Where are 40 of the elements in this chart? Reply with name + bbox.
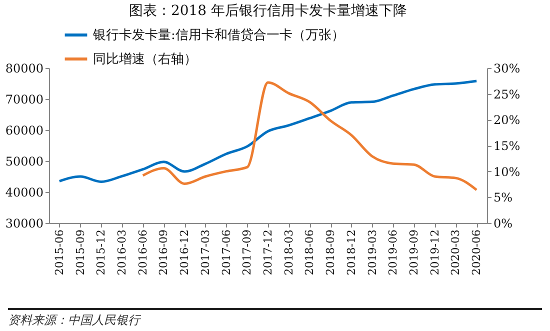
y-tick-label: 30000 [5,216,44,230]
y2-tick-label: 0% [494,216,513,230]
x-tick-label: 2015-06 [52,230,66,276]
x-tick-label: 2017-09 [240,230,254,276]
x-tick-label: 2016-06 [136,230,150,276]
x-tick-label: 2015-09 [74,230,87,276]
x-tick-label: 2015-12 [94,230,108,276]
y2-tick-label: 20% [494,113,520,128]
x-tick-label: 2019-12 [428,230,442,276]
x-tick-label: 2016-12 [178,230,192,276]
x-tick-label: 2018-06 [303,230,316,276]
y-tick-label: 50000 [5,154,44,168]
x-tick-label: 2017-12 [262,230,274,276]
y-tick-label: 80000 [5,62,44,76]
x-tick-label: 2017-03 [198,230,212,276]
chart-title: 图表：2018 年后银行信用卡发卡量增速下降 [128,3,408,19]
x-tick-label: 2019-03 [366,230,379,276]
text: 资料来源：中国人民银行 [8,308,542,329]
x-tick-label: 2020-03 [449,230,462,276]
x-tick-label: 2018-03 [282,230,296,276]
legend-label: 同比增速（右轴） [93,52,197,67]
x-tick-label: 2018-09 [324,230,338,276]
x-tick-label: 2019-06 [386,230,400,276]
line-series [58,80,478,184]
x-tick-label: 2019-09 [408,230,420,276]
x-tick-label: 2016-09 [157,230,170,276]
x-tick-label: 2017-06 [220,230,233,276]
y2-tick-label: 15% [494,139,520,153]
y2-tick-label: 10% [494,164,520,179]
y-tick-label: 70000 [5,92,44,106]
legend-label: 银行卡发卡量:信用卡和借贷合一卡（万张） [92,28,344,43]
y2-tick-label: 30% [494,62,520,76]
y-tick-label: 40000 [5,186,44,200]
x-tick-label: 2016-03 [116,230,128,276]
y-tick-label: 60000 [5,124,44,138]
y2-tick-label: 25% [494,87,520,102]
x-tick-label: 2020-06 [470,230,484,276]
line-series [142,81,478,192]
y2-tick-label: 5% [494,190,513,205]
x-tick-label: 2018-12 [344,230,358,276]
